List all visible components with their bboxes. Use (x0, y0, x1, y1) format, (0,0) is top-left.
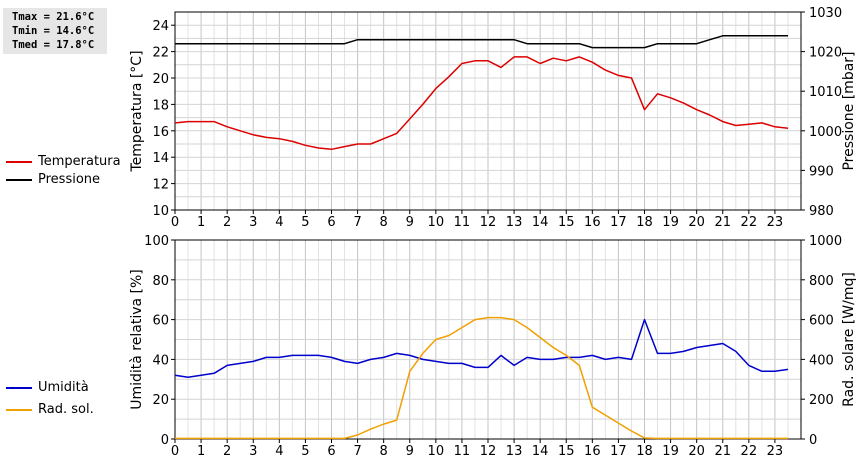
x-tick-label: 12 (480, 444, 497, 459)
y2-tick-label: 1030 (809, 6, 842, 21)
x-tick-label: 11 (454, 215, 471, 230)
x-tick-label: 13 (506, 215, 523, 230)
temperature-summary-box: Tmax = 21.6°C Tmin = 14.6°C Tmed = 17.8°… (3, 8, 107, 54)
y-tick-label: 16 (152, 125, 169, 140)
series-line-rad-sol (175, 316, 788, 440)
x-tick-label: 5 (301, 444, 309, 459)
x-tick-label: 6 (327, 444, 335, 459)
x-tick-label: 10 (428, 444, 445, 459)
tmin-text: Tmin = 14.6°C (12, 25, 95, 37)
y-tick-label: 0 (161, 433, 169, 448)
x-tick-label: 21 (714, 444, 731, 459)
x-tick-label: 18 (636, 215, 653, 230)
x-tick-label: 4 (275, 215, 283, 230)
x-tick-label: 12 (480, 215, 497, 230)
y-tick-label: 20 (152, 72, 169, 87)
x-tick-label: 0 (171, 215, 179, 230)
y-tick-label: 20 (152, 393, 169, 408)
x-tick-label: 1 (197, 444, 205, 459)
x-tick-label: 18 (636, 444, 653, 459)
x-tick-label: 14 (532, 444, 549, 459)
y2-tick-label: 980 (809, 204, 834, 219)
y-tick-label: 22 (152, 46, 169, 61)
x-tick-label: 6 (327, 215, 335, 230)
y2-tick-label: 200 (809, 393, 834, 408)
y2-tick-label: 1020 (809, 46, 842, 61)
legend-label-pressione: Pressione (38, 172, 101, 187)
x-tick-label: 17 (610, 215, 627, 230)
y-axis-title: Umidità relativa [%] (129, 269, 145, 410)
x-tick-label: 23 (767, 444, 784, 459)
x-tick-label: 21 (714, 215, 731, 230)
y-axis-title: Temperatura [°C] (129, 50, 145, 172)
y-tick-label: 14 (152, 151, 169, 166)
y-tick-label: 40 (152, 353, 169, 368)
x-tick-label: 14 (532, 215, 549, 230)
x-tick-label: 3 (249, 215, 257, 230)
y-tick-label: 80 (152, 274, 169, 289)
y2-tick-label: 1000 (809, 234, 842, 249)
chart-panel-bottom: 0 1 2 3 4 5 6 7 8 9 10 11 12 13 14 15 16 17 18 19 20 21 22 2302… (129, 234, 857, 459)
x-tick-label: 19 (662, 215, 679, 230)
x-tick-label: 20 (688, 215, 705, 230)
y2-tick-label: 600 (809, 314, 834, 329)
chart-panel-top: 0 1 2 3 4 5 6 7 8 9 10 11 12 13 14 15 16 17 18 19 20 21 22 2310… (129, 6, 857, 230)
x-tick-label: 10 (428, 215, 445, 230)
x-tick-label: 5 (301, 215, 309, 230)
y2-axis-title: Rad. solare [W/mq] (841, 272, 857, 407)
legend-label-rad-sol: Rad. sol. (38, 402, 94, 417)
legend-swatch-temperatura (6, 161, 32, 163)
x-tick-label: 0 (171, 444, 179, 459)
y2-tick-label: 800 (809, 274, 834, 289)
legend-swatch-umidita (6, 387, 32, 389)
y-tick-label: 100 (144, 234, 169, 249)
x-tick-label: 2 (223, 444, 231, 459)
legend-label-temperatura: Temperatura (38, 154, 121, 169)
y2-tick-label: 1010 (809, 85, 842, 100)
y-tick-label: 24 (152, 19, 169, 34)
y2-axis-title: Pressione [mbar] (841, 51, 857, 170)
x-tick-label: 9 (406, 215, 414, 230)
x-tick-label: 16 (584, 444, 601, 459)
legend-label-umidita: Umidità (38, 380, 89, 395)
x-tick-label: 8 (380, 444, 388, 459)
y-tick-label: 18 (152, 98, 169, 113)
x-tick-label: 8 (380, 215, 388, 230)
x-tick-label: 9 (406, 444, 414, 459)
x-tick-label: 1 (197, 215, 205, 230)
legend-swatch-rad-sol (6, 409, 32, 411)
y-tick-label: 60 (152, 314, 169, 329)
series-line-umidit (174, 318, 789, 379)
x-tick-label: 15 (558, 444, 575, 459)
x-tick-label: 20 (688, 444, 705, 459)
x-tick-label: 13 (506, 444, 523, 459)
y-tick-label: 12 (152, 178, 169, 193)
series-line-temperatura (174, 56, 789, 151)
x-tick-label: 2 (223, 215, 231, 230)
x-tick-label: 23 (767, 215, 784, 230)
x-tick-label: 4 (275, 444, 283, 459)
y2-tick-label: 0 (809, 433, 817, 448)
x-tick-label: 7 (353, 444, 361, 459)
y-tick-label: 10 (152, 204, 169, 219)
x-tick-label: 22 (741, 215, 758, 230)
x-tick-label: 7 (353, 215, 361, 230)
series-line-pressione (175, 35, 788, 49)
x-tick-label: 17 (610, 444, 627, 459)
tmed-text: Tmed = 17.8°C (12, 39, 95, 51)
x-tick-label: 3 (249, 444, 257, 459)
y2-tick-label: 400 (809, 353, 834, 368)
x-tick-label: 11 (454, 444, 471, 459)
legend-swatch-pressione (6, 179, 32, 181)
y2-tick-label: 1000 (809, 125, 842, 140)
tmax-text: Tmax = 21.6°C (12, 11, 95, 23)
y2-tick-label: 990 (809, 164, 834, 179)
x-tick-label: 15 (558, 215, 575, 230)
x-tick-label: 22 (741, 444, 758, 459)
x-tick-label: 19 (662, 444, 679, 459)
x-tick-label: 16 (584, 215, 601, 230)
